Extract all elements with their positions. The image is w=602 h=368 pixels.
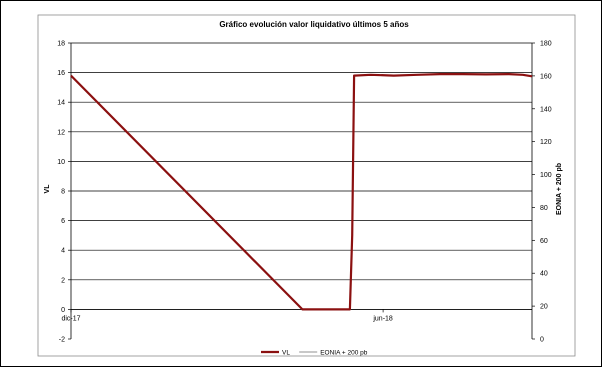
- right-tick-label: 180: [540, 41, 552, 48]
- y-axis-label-right: EONIA + 200 pb: [556, 163, 563, 215]
- right-tick-label: 60: [540, 238, 548, 245]
- right-tick-label: 0: [540, 337, 544, 344]
- right-tick-label: 160: [540, 73, 552, 80]
- left-tick-label: 0: [61, 307, 65, 314]
- right-tick-label: 40: [540, 271, 548, 278]
- left-tick-label: 4: [61, 248, 65, 255]
- series-layer: [70, 73, 533, 311]
- left-tick-label: 12: [57, 129, 65, 136]
- left-tick-label: 6: [61, 218, 65, 225]
- left-tick-label: 18: [57, 41, 65, 48]
- left-tick-label: 16: [57, 70, 65, 77]
- chart-title: Gráfico evolución valor liquidativo últi…: [219, 20, 409, 29]
- x-tick-label: jun-18: [372, 315, 393, 322]
- legend-label: EONIA + 200 pb: [320, 349, 368, 356]
- left-tick-label: 8: [61, 189, 65, 196]
- gridlines: [71, 42, 532, 310]
- left-tick-label: 10: [57, 159, 65, 166]
- right-axis-ticks: 0 20 40 60 80 100 120 140 160 180: [532, 41, 552, 344]
- left-tick-label: -2: [59, 337, 65, 344]
- right-tick-label: 120: [540, 139, 552, 146]
- right-tick-label: 140: [540, 106, 552, 113]
- right-tick-label: 20: [540, 304, 548, 311]
- legend-label: VL: [282, 349, 290, 356]
- y-axis-label-left: VL: [44, 184, 51, 194]
- right-tick-label: 100: [540, 172, 552, 179]
- legend: VL EONIA + 200 pb: [261, 349, 368, 356]
- left-tick-label: 14: [57, 100, 65, 107]
- series-line-vl: [70, 73, 533, 311]
- chart-area-border: [37, 14, 576, 357]
- left-axis-ticks: -2 0 2 4 6 8 10 12 14 16 18: [57, 41, 71, 344]
- left-tick-label: 2: [61, 277, 65, 284]
- right-tick-label: 80: [540, 205, 548, 212]
